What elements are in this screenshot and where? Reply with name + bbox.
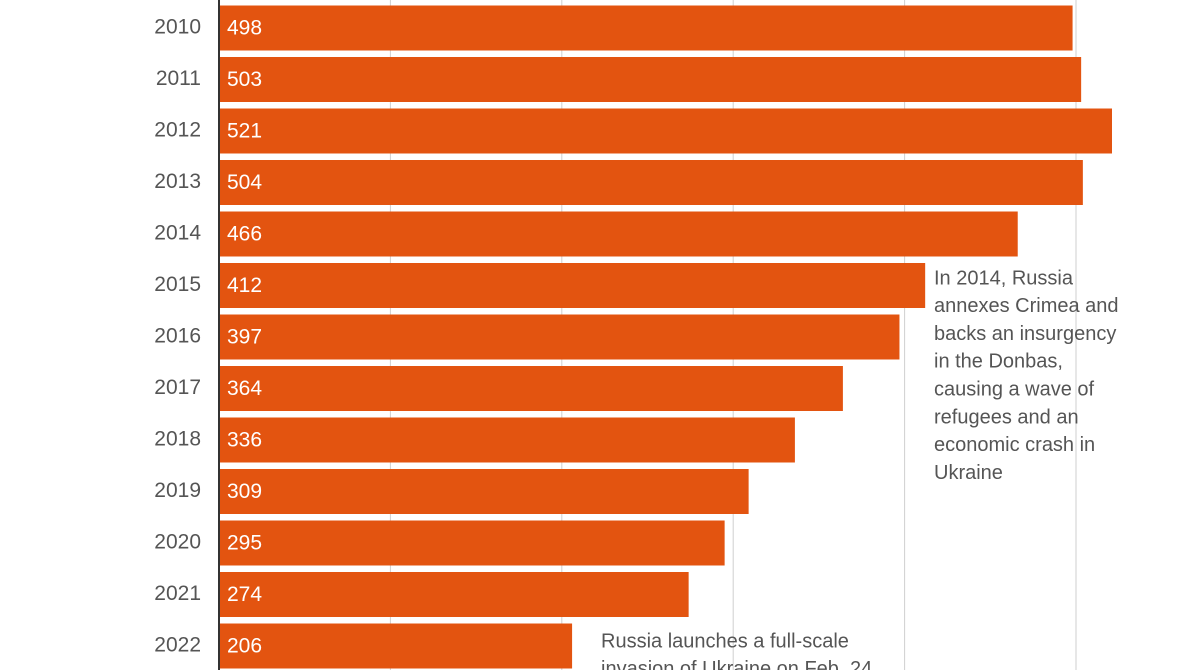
value-label: 295 <box>227 532 262 555</box>
y-tick-label: 2019 <box>154 479 201 502</box>
value-label: 336 <box>227 429 262 452</box>
bar <box>219 417 795 463</box>
y-tick-label: 2012 <box>154 119 201 142</box>
bar <box>219 469 749 514</box>
value-label: 412 <box>227 274 262 297</box>
value-label: 504 <box>227 171 262 194</box>
value-label: 206 <box>227 635 262 658</box>
bar <box>219 108 1112 154</box>
value-label: 521 <box>227 120 262 143</box>
value-label: 364 <box>227 377 262 400</box>
bar <box>219 623 573 669</box>
y-tick-label: 2013 <box>154 170 201 193</box>
bar <box>219 572 689 617</box>
y-tick-label: 2016 <box>154 325 201 348</box>
value-label: 397 <box>227 326 262 349</box>
value-label: 498 <box>227 17 262 40</box>
y-tick-label: 2011 <box>156 67 201 90</box>
bar <box>219 57 1082 102</box>
y-tick-label: 2018 <box>154 428 201 451</box>
y-tick-label: 2020 <box>154 531 201 554</box>
bar <box>219 366 843 411</box>
value-label: 466 <box>227 223 262 246</box>
bar <box>219 5 1073 51</box>
annotation: in the Donbas, <box>934 351 1063 373</box>
y-tick-label: 2022 <box>154 634 201 657</box>
annotation: economic crash in <box>934 434 1095 456</box>
y-tick-label: 2017 <box>154 376 201 399</box>
y-tick-label: 2015 <box>154 273 201 296</box>
annotation: In 2014, Russia <box>934 267 1074 289</box>
annotation: causing a wave of <box>934 378 1095 400</box>
annotation: Ukraine <box>934 462 1003 484</box>
bar <box>219 314 900 360</box>
value-label: 274 <box>227 583 262 606</box>
annotation: annexes Crimea and <box>934 295 1119 317</box>
bar <box>219 263 926 308</box>
bar <box>219 520 725 566</box>
annotation: Russia launches a full-scale <box>601 630 849 652</box>
bar <box>219 211 1018 257</box>
value-label: 503 <box>227 68 262 91</box>
y-tick-label: 2014 <box>154 222 201 245</box>
annotation: refugees and an <box>934 406 1079 428</box>
bar <box>219 160 1083 205</box>
value-label: 309 <box>227 480 262 503</box>
annotation: backs an insurgency <box>934 323 1116 345</box>
annotation: invasion of Ukraine on Feb. 24 <box>601 658 872 670</box>
y-tick-label: 2021 <box>154 582 201 605</box>
y-tick-label: 2010 <box>154 16 201 39</box>
